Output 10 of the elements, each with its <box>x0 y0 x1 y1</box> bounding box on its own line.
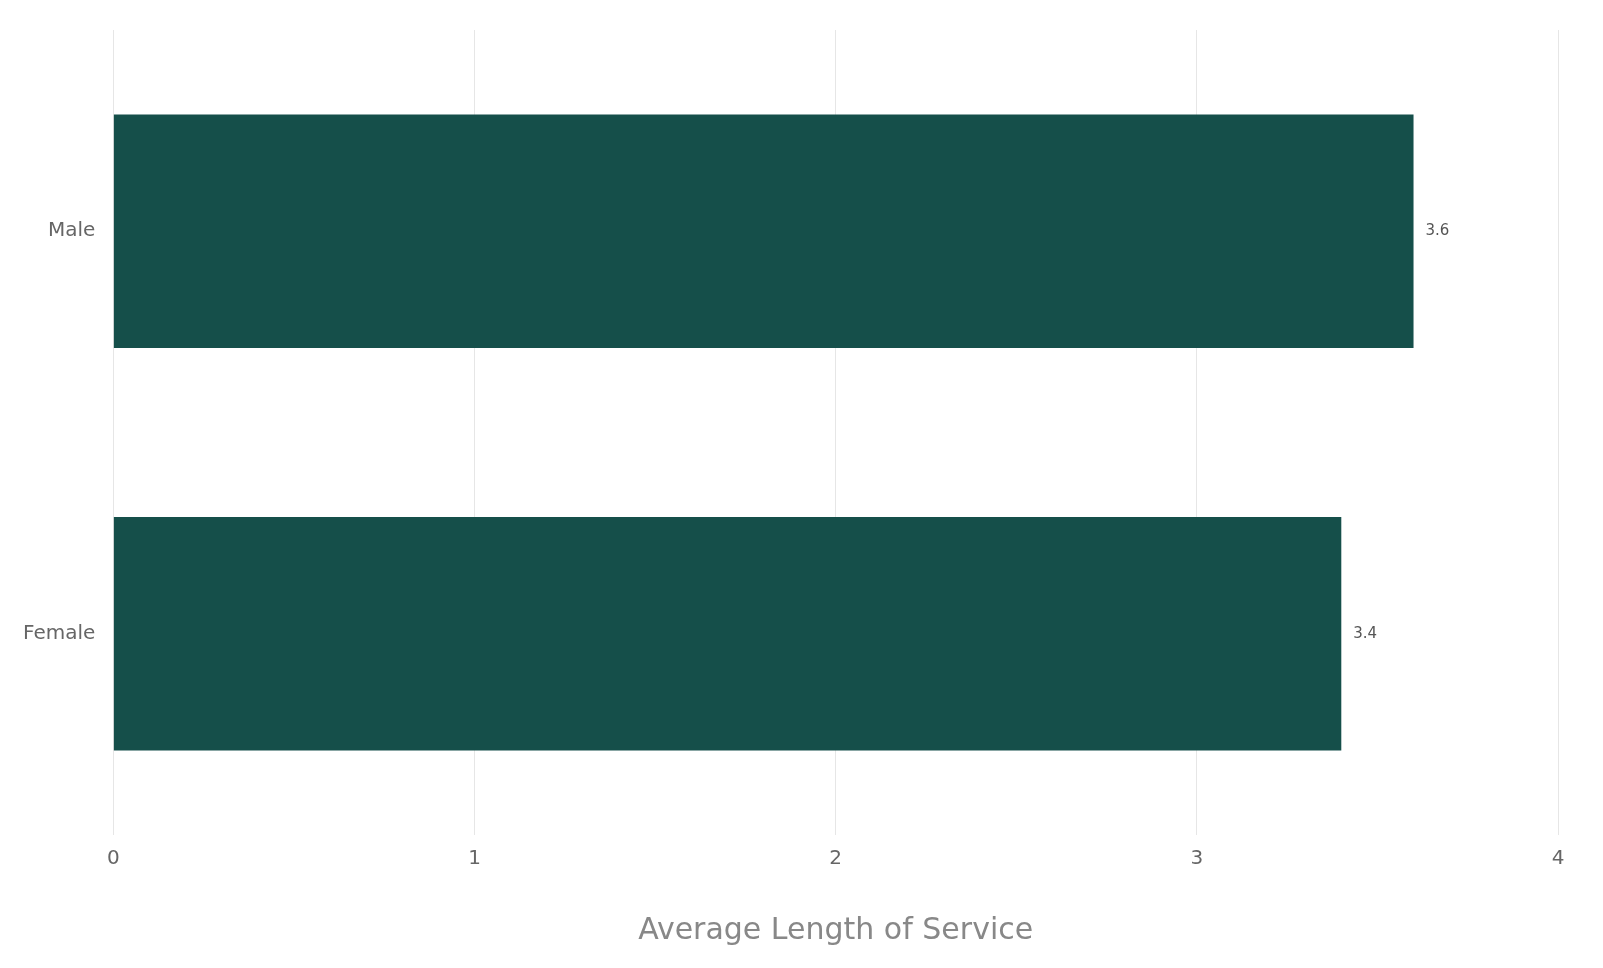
x-axis-title: Average Length of Service <box>638 910 1034 946</box>
x-tick-label: 4 <box>1551 845 1565 870</box>
x-tick-label: 3 <box>1190 845 1204 870</box>
x-tick-label: 0 <box>106 845 120 870</box>
x-tick-label: 1 <box>468 845 481 870</box>
y-tick-label: Female <box>22 619 96 644</box>
data-label: 3.6 <box>1425 221 1450 240</box>
y-tick-label: Male <box>47 217 96 242</box>
x-tick-label: 2 <box>829 845 843 870</box>
data-label: 3.4 <box>1353 623 1378 642</box>
